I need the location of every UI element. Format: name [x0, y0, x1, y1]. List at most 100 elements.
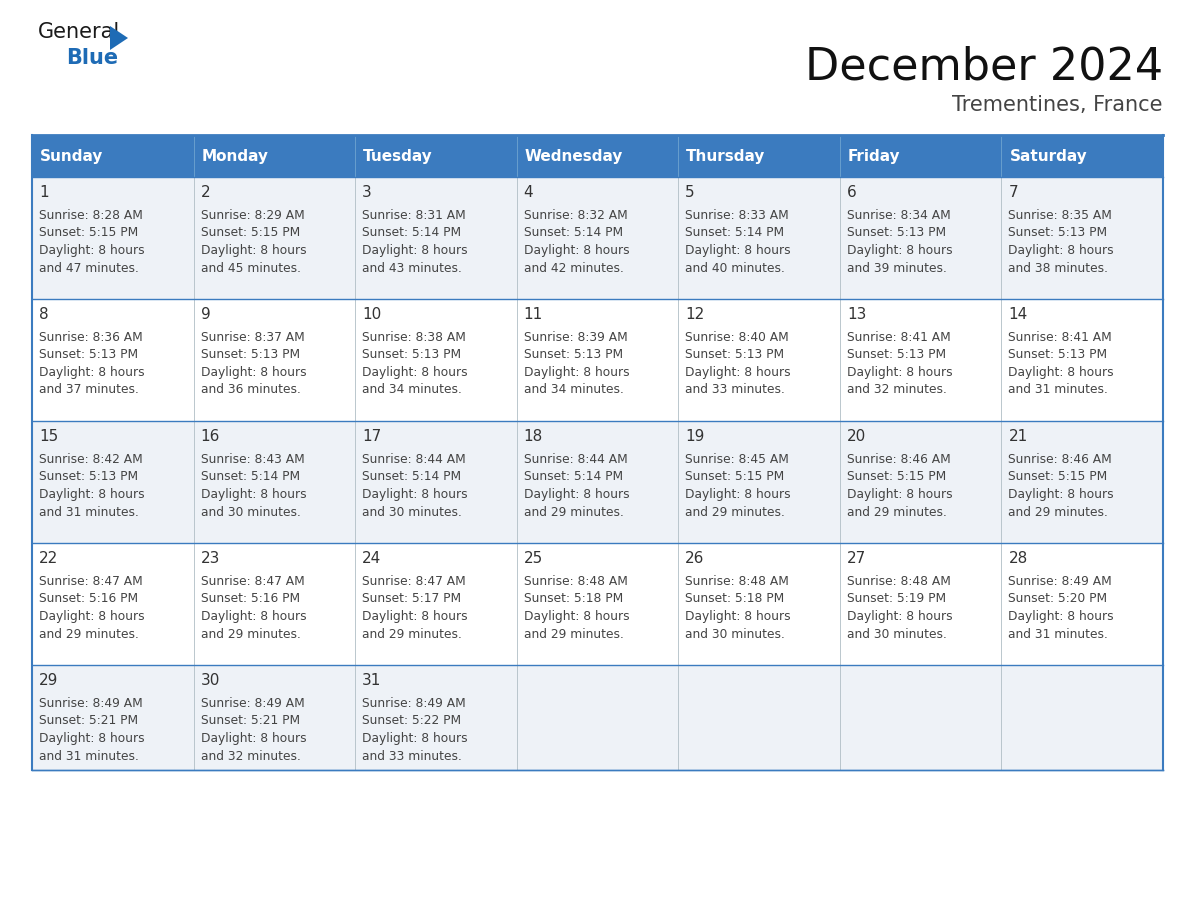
- Bar: [840, 665, 1001, 770]
- Bar: [194, 421, 355, 543]
- Text: and 29 minutes.: and 29 minutes.: [362, 628, 462, 641]
- Text: Sunrise: 8:32 AM: Sunrise: 8:32 AM: [524, 209, 627, 222]
- Text: Sunset: 5:13 PM: Sunset: 5:13 PM: [847, 349, 946, 362]
- Bar: [517, 543, 678, 665]
- Bar: [840, 177, 1001, 299]
- Text: 23: 23: [201, 551, 220, 566]
- Bar: [355, 665, 517, 770]
- Text: Sunrise: 8:38 AM: Sunrise: 8:38 AM: [362, 331, 466, 344]
- Text: Sunset: 5:21 PM: Sunset: 5:21 PM: [201, 714, 299, 727]
- Text: Daylight: 8 hours: Daylight: 8 hours: [524, 244, 630, 257]
- Text: Daylight: 8 hours: Daylight: 8 hours: [201, 488, 307, 501]
- Text: Daylight: 8 hours: Daylight: 8 hours: [362, 244, 468, 257]
- Text: Sunset: 5:19 PM: Sunset: 5:19 PM: [847, 592, 946, 606]
- Text: Daylight: 8 hours: Daylight: 8 hours: [39, 610, 145, 623]
- Text: 26: 26: [685, 551, 704, 566]
- Bar: [355, 421, 517, 543]
- Text: 31: 31: [362, 673, 381, 688]
- Text: and 43 minutes.: and 43 minutes.: [362, 262, 462, 274]
- Text: Daylight: 8 hours: Daylight: 8 hours: [201, 244, 307, 257]
- Text: Sunset: 5:16 PM: Sunset: 5:16 PM: [39, 592, 138, 606]
- Text: Sunrise: 8:40 AM: Sunrise: 8:40 AM: [685, 331, 789, 344]
- Bar: [32, 299, 194, 421]
- Text: Sunset: 5:15 PM: Sunset: 5:15 PM: [685, 471, 784, 484]
- Text: Tuesday: Tuesday: [364, 149, 432, 163]
- Text: Daylight: 8 hours: Daylight: 8 hours: [847, 244, 953, 257]
- Text: and 31 minutes.: and 31 minutes.: [1009, 628, 1108, 641]
- Bar: [678, 421, 840, 543]
- Text: Sunrise: 8:48 AM: Sunrise: 8:48 AM: [685, 575, 789, 588]
- Text: 10: 10: [362, 307, 381, 322]
- Text: Sunrise: 8:49 AM: Sunrise: 8:49 AM: [1009, 575, 1112, 588]
- Text: and 29 minutes.: and 29 minutes.: [524, 628, 624, 641]
- Text: Sunset: 5:14 PM: Sunset: 5:14 PM: [524, 227, 623, 240]
- Text: 19: 19: [685, 429, 704, 444]
- Text: Daylight: 8 hours: Daylight: 8 hours: [1009, 366, 1114, 379]
- Text: 11: 11: [524, 307, 543, 322]
- Text: 30: 30: [201, 673, 220, 688]
- Bar: [355, 543, 517, 665]
- Text: and 30 minutes.: and 30 minutes.: [847, 628, 947, 641]
- Text: Daylight: 8 hours: Daylight: 8 hours: [1009, 244, 1114, 257]
- Text: and 29 minutes.: and 29 minutes.: [524, 506, 624, 519]
- Text: Daylight: 8 hours: Daylight: 8 hours: [362, 732, 468, 745]
- Text: Daylight: 8 hours: Daylight: 8 hours: [362, 610, 468, 623]
- Bar: [517, 177, 678, 299]
- Bar: [678, 543, 840, 665]
- Text: Sunrise: 8:39 AM: Sunrise: 8:39 AM: [524, 331, 627, 344]
- Text: 12: 12: [685, 307, 704, 322]
- Text: Daylight: 8 hours: Daylight: 8 hours: [685, 610, 791, 623]
- Text: Daylight: 8 hours: Daylight: 8 hours: [362, 488, 468, 501]
- Text: Sunset: 5:15 PM: Sunset: 5:15 PM: [201, 227, 299, 240]
- Text: 17: 17: [362, 429, 381, 444]
- Text: 16: 16: [201, 429, 220, 444]
- Text: Friday: Friday: [848, 149, 901, 163]
- Text: and 29 minutes.: and 29 minutes.: [39, 628, 139, 641]
- Text: and 36 minutes.: and 36 minutes.: [201, 384, 301, 397]
- Text: and 32 minutes.: and 32 minutes.: [201, 749, 301, 763]
- Text: Sunset: 5:13 PM: Sunset: 5:13 PM: [362, 349, 461, 362]
- Bar: [1001, 177, 1163, 299]
- Text: Daylight: 8 hours: Daylight: 8 hours: [1009, 488, 1114, 501]
- Polygon shape: [110, 26, 128, 50]
- Text: Daylight: 8 hours: Daylight: 8 hours: [39, 488, 145, 501]
- Text: Sunset: 5:18 PM: Sunset: 5:18 PM: [524, 592, 623, 606]
- Text: Sunset: 5:14 PM: Sunset: 5:14 PM: [201, 471, 299, 484]
- Bar: [678, 665, 840, 770]
- Text: Sunrise: 8:44 AM: Sunrise: 8:44 AM: [524, 453, 627, 466]
- Text: Sunset: 5:17 PM: Sunset: 5:17 PM: [362, 592, 461, 606]
- Text: 14: 14: [1009, 307, 1028, 322]
- Text: Sunset: 5:13 PM: Sunset: 5:13 PM: [39, 349, 138, 362]
- Text: Sunset: 5:13 PM: Sunset: 5:13 PM: [524, 349, 623, 362]
- Text: Sunset: 5:15 PM: Sunset: 5:15 PM: [847, 471, 946, 484]
- Text: 3: 3: [362, 185, 372, 200]
- Bar: [32, 177, 194, 299]
- Text: Sunset: 5:21 PM: Sunset: 5:21 PM: [39, 714, 138, 727]
- Text: Sunset: 5:13 PM: Sunset: 5:13 PM: [201, 349, 299, 362]
- Text: and 37 minutes.: and 37 minutes.: [39, 384, 139, 397]
- Text: General: General: [38, 22, 120, 42]
- Text: Sunrise: 8:49 AM: Sunrise: 8:49 AM: [362, 697, 466, 710]
- Bar: [32, 665, 194, 770]
- Text: Sunday: Sunday: [40, 149, 103, 163]
- Text: Sunrise: 8:42 AM: Sunrise: 8:42 AM: [39, 453, 143, 466]
- Text: Sunset: 5:15 PM: Sunset: 5:15 PM: [39, 227, 138, 240]
- Text: 4: 4: [524, 185, 533, 200]
- Text: Sunrise: 8:49 AM: Sunrise: 8:49 AM: [201, 697, 304, 710]
- Text: Sunrise: 8:41 AM: Sunrise: 8:41 AM: [1009, 331, 1112, 344]
- Text: Sunrise: 8:46 AM: Sunrise: 8:46 AM: [1009, 453, 1112, 466]
- Text: and 40 minutes.: and 40 minutes.: [685, 262, 785, 274]
- Text: and 29 minutes.: and 29 minutes.: [201, 628, 301, 641]
- Text: 13: 13: [847, 307, 866, 322]
- Text: Sunset: 5:14 PM: Sunset: 5:14 PM: [524, 471, 623, 484]
- Text: Sunrise: 8:28 AM: Sunrise: 8:28 AM: [39, 209, 143, 222]
- Text: Daylight: 8 hours: Daylight: 8 hours: [39, 732, 145, 745]
- Text: 29: 29: [39, 673, 58, 688]
- Bar: [1001, 421, 1163, 543]
- Text: 27: 27: [847, 551, 866, 566]
- Text: Sunrise: 8:47 AM: Sunrise: 8:47 AM: [362, 575, 466, 588]
- Text: Sunrise: 8:48 AM: Sunrise: 8:48 AM: [847, 575, 950, 588]
- Text: Sunset: 5:15 PM: Sunset: 5:15 PM: [1009, 471, 1107, 484]
- Text: and 30 minutes.: and 30 minutes.: [201, 506, 301, 519]
- Text: Sunrise: 8:36 AM: Sunrise: 8:36 AM: [39, 331, 143, 344]
